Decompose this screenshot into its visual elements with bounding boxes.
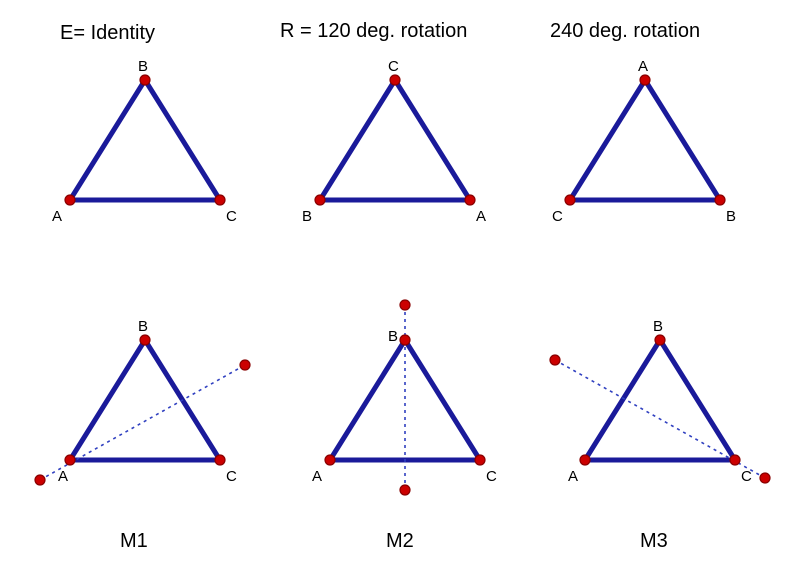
label-M1-top: B — [138, 318, 148, 335]
caption-M2: M2 — [386, 530, 414, 553]
triangle-M3: B A C — [530, 300, 790, 530]
label-M3-top: B — [653, 318, 663, 335]
label-E-top: B — [138, 58, 148, 75]
label-M1-right: C — [226, 468, 237, 485]
triangle-M2: B A C — [280, 290, 530, 530]
label-M1-left: A — [58, 468, 68, 485]
diagram-stage: E= Identity R = 120 deg. rotation 240 de… — [0, 0, 800, 578]
title-r240: 240 deg. rotation — [550, 20, 700, 43]
label-R1-left: B — [302, 208, 312, 225]
label-R2-left: C — [552, 208, 563, 225]
triangle-M1: B A C — [20, 300, 270, 530]
label-R2-right: B — [726, 208, 736, 225]
label-R1-top: C — [388, 58, 399, 75]
label-R2-top: A — [638, 58, 648, 75]
caption-M1: M1 — [120, 530, 148, 553]
label-M2-right: C — [486, 468, 497, 485]
label-M3-right: C — [741, 468, 752, 485]
triangle-E: B A C — [40, 60, 250, 240]
label-R1-right: A — [476, 208, 486, 225]
label-E-left: A — [52, 208, 62, 225]
title-identity: E= Identity — [60, 22, 155, 45]
triangle-R120: C B A — [290, 60, 500, 240]
caption-M3: M3 — [640, 530, 668, 553]
label-M3-left: A — [568, 468, 578, 485]
title-r120: R = 120 deg. rotation — [280, 20, 467, 43]
triangle-R240: A C B — [540, 60, 750, 240]
label-M2-left: A — [312, 468, 322, 485]
label-E-right: C — [226, 208, 237, 225]
label-M2-top: B — [388, 328, 398, 345]
